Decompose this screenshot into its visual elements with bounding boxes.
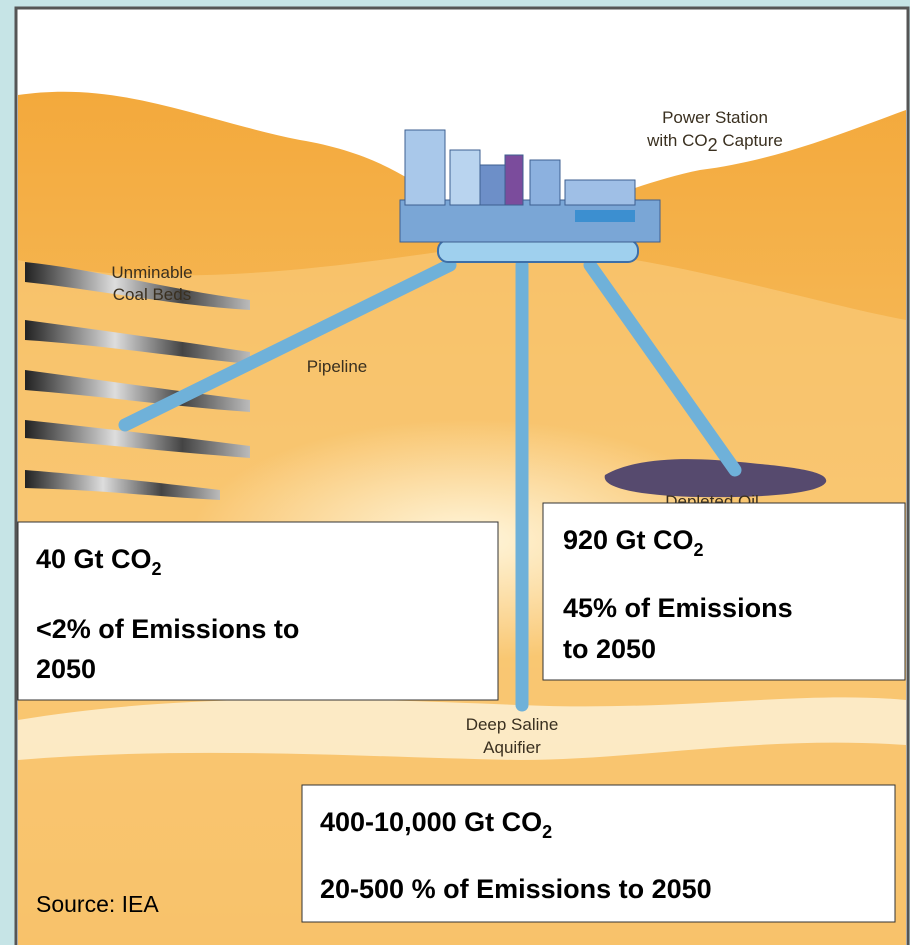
pipeline-label: Pipeline <box>307 357 368 376</box>
box-share: to 2050 <box>563 634 656 664</box>
subscript: 2 <box>708 135 718 155</box>
label-text: with CO <box>646 131 707 150</box>
amount-text: 40 Gt CO <box>36 544 152 574</box>
box-amount: 40 Gt CO2 <box>36 544 162 579</box>
box-share: 20-500 % of Emissions to 2050 <box>320 874 712 904</box>
source-note: Source: IEA <box>36 891 159 917</box>
aquifer-label: Aquifier <box>483 738 541 757</box>
coal-beds-label: Unminable <box>111 263 192 282</box>
subscript: 2 <box>542 822 552 842</box>
coal-beds-label: Coal Beds <box>113 285 191 304</box>
aquifer-label: Deep Saline <box>466 715 559 734</box>
subscript: 2 <box>694 540 704 560</box>
slide: Power Station with CO2 Capture Unminable… <box>0 0 910 945</box>
box-amount: 400-10,000 Gt CO2 <box>320 807 552 842</box>
box-share: 2050 <box>36 654 96 684</box>
box-share: 45% of Emissions <box>563 593 793 623</box>
label-text: Capture <box>718 131 783 150</box>
subscript: 2 <box>152 559 162 579</box>
page: Power Station with CO2 Capture Unminable… <box>0 0 910 945</box>
power-station-label: Power Station <box>662 108 768 127</box>
amount-text: 920 Gt CO <box>563 525 694 555</box>
box-amount: 920 Gt CO2 <box>563 525 704 560</box>
box-share: <2% of Emissions to <box>36 614 299 644</box>
amount-text: 400-10,000 Gt CO <box>320 807 542 837</box>
